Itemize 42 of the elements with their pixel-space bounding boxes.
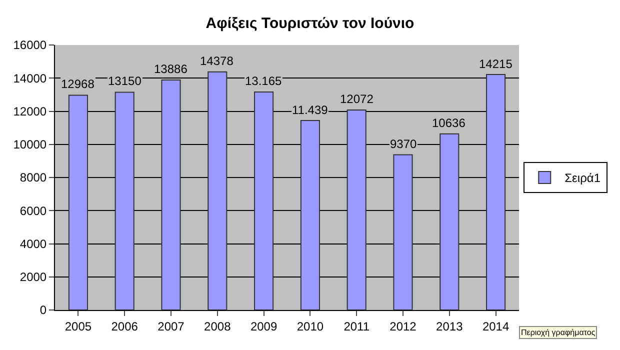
chart-title: Αφίξεις Τουριστών τον Ιούνιο: [206, 15, 414, 32]
bar: [208, 71, 228, 310]
data-label: 12968: [61, 77, 95, 91]
data-label: 14215: [479, 57, 513, 71]
y-tick-label: 16000: [13, 38, 47, 52]
data-label: 14378: [200, 54, 234, 68]
y-tick-label: 0: [40, 303, 47, 318]
text: Περιοχή γραφήματος: [521, 328, 596, 337]
x-tick-label: 2007: [158, 319, 185, 334]
bar: [393, 154, 413, 310]
bar: [440, 133, 460, 310]
x-tick-label: 2012: [390, 319, 417, 334]
x-tick-label: 2008: [204, 319, 232, 334]
bar: [346, 110, 366, 310]
y-tick-label: 4000: [20, 236, 47, 251]
y-tick-label: 14000: [13, 71, 47, 86]
bar: [161, 80, 181, 310]
x-tick-label: 2011: [344, 319, 370, 334]
x-tick-label: 2009: [250, 319, 278, 334]
data-label: 10636: [432, 116, 466, 130]
data-label: 12072: [340, 92, 374, 106]
x-tick-label: 2005: [64, 319, 92, 334]
legend-label: Σειρά1: [564, 171, 601, 186]
x-tick-label: 2006: [111, 319, 138, 334]
y-tick-label: 8000: [20, 170, 47, 185]
bar: [254, 91, 274, 310]
x-tick-label: 2010: [296, 319, 324, 334]
data-label: 11.439: [292, 103, 328, 117]
data-label: 13150: [108, 74, 142, 88]
data-label: 13886: [154, 62, 188, 76]
x-tick-label: 2013: [436, 319, 464, 334]
y-tick-label: 2000: [20, 270, 47, 284]
bar: [68, 94, 88, 310]
bar: [114, 92, 134, 310]
data-label: 13.165: [245, 74, 282, 88]
y-tick-label: 6000: [20, 204, 47, 218]
bar: [486, 74, 506, 310]
bar: [300, 120, 320, 310]
y-tick-label: 12000: [13, 104, 47, 118]
data-label: 9370: [390, 137, 418, 151]
y-tick-label: 10000: [13, 138, 47, 152]
x-tick-label: 2014: [482, 319, 510, 334]
